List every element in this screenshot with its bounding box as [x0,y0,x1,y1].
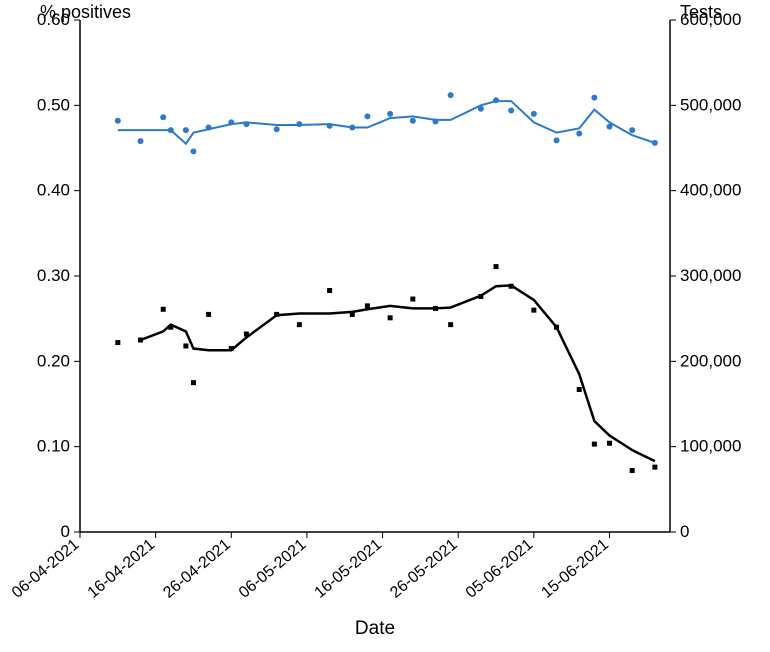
series-point [349,125,355,131]
series-point [410,118,416,124]
y-left-tick-label: 0.40 [37,181,70,200]
y-left-tick-label: 0.20 [37,351,70,370]
series-point [168,325,173,330]
series-point [183,127,189,133]
series-point [327,288,332,293]
series-point [138,338,143,343]
series-point [554,137,560,143]
y-left-title: % positives [40,2,131,22]
series-point [229,346,234,351]
series-point [652,140,658,146]
series-point [508,107,514,113]
series-point [115,340,120,345]
series-point [387,111,393,117]
series-point [478,294,483,299]
series-point [160,114,166,120]
series-point [161,307,166,312]
series-point [606,124,612,130]
series-point [493,97,499,103]
series-point [206,312,211,317]
series-point [190,148,196,154]
series-point [478,106,484,112]
series-point [296,121,302,127]
series-point [350,312,355,317]
series-point [364,113,370,119]
y-left-tick-label: 0.30 [37,266,70,285]
dual-axis-chart: 00.100.200.300.400.500.60% positives0100… [0,0,770,652]
series-point [629,127,635,133]
series-point [115,118,121,124]
series-point [228,119,234,125]
series-point [509,284,514,289]
series-point [365,303,370,308]
series-point [388,315,393,320]
series-point [168,127,174,133]
series-point [183,343,188,348]
series-point [297,322,302,327]
y-left-tick-label: 0.10 [37,437,70,456]
series-point [554,325,559,330]
series-point [592,442,597,447]
series-point [576,130,582,136]
series-point [138,138,144,144]
series-point [433,306,438,311]
y-right-tick-label: 100,000 [680,437,741,456]
series-point [531,308,536,313]
series-point [652,465,657,470]
series-point [410,297,415,302]
series-point [274,126,280,132]
y-right-tick-label: 200,000 [680,351,741,370]
y-right-tick-label: 400,000 [680,181,741,200]
series-point [531,111,537,117]
series-point [630,468,635,473]
y-right-tick-label: 500,000 [680,95,741,114]
y-left-tick-label: 0.50 [37,95,70,114]
chart-svg: 00.100.200.300.400.500.60% positives0100… [0,0,770,652]
series-point [327,123,333,129]
series-point [433,119,439,125]
series-point [577,387,582,392]
series-point [274,312,279,317]
y-right-title: Tests [680,2,722,22]
series-point [191,380,196,385]
y-right-tick-label: 0 [680,522,689,541]
series-point [244,332,249,337]
series-point [206,125,212,131]
series-point [607,441,612,446]
x-axis-title: Date [355,618,395,639]
series-point [591,95,597,101]
series-point [448,322,453,327]
series-point [494,264,499,269]
y-right-tick-label: 300,000 [680,266,741,285]
series-point [448,92,454,98]
series-point [243,121,249,127]
